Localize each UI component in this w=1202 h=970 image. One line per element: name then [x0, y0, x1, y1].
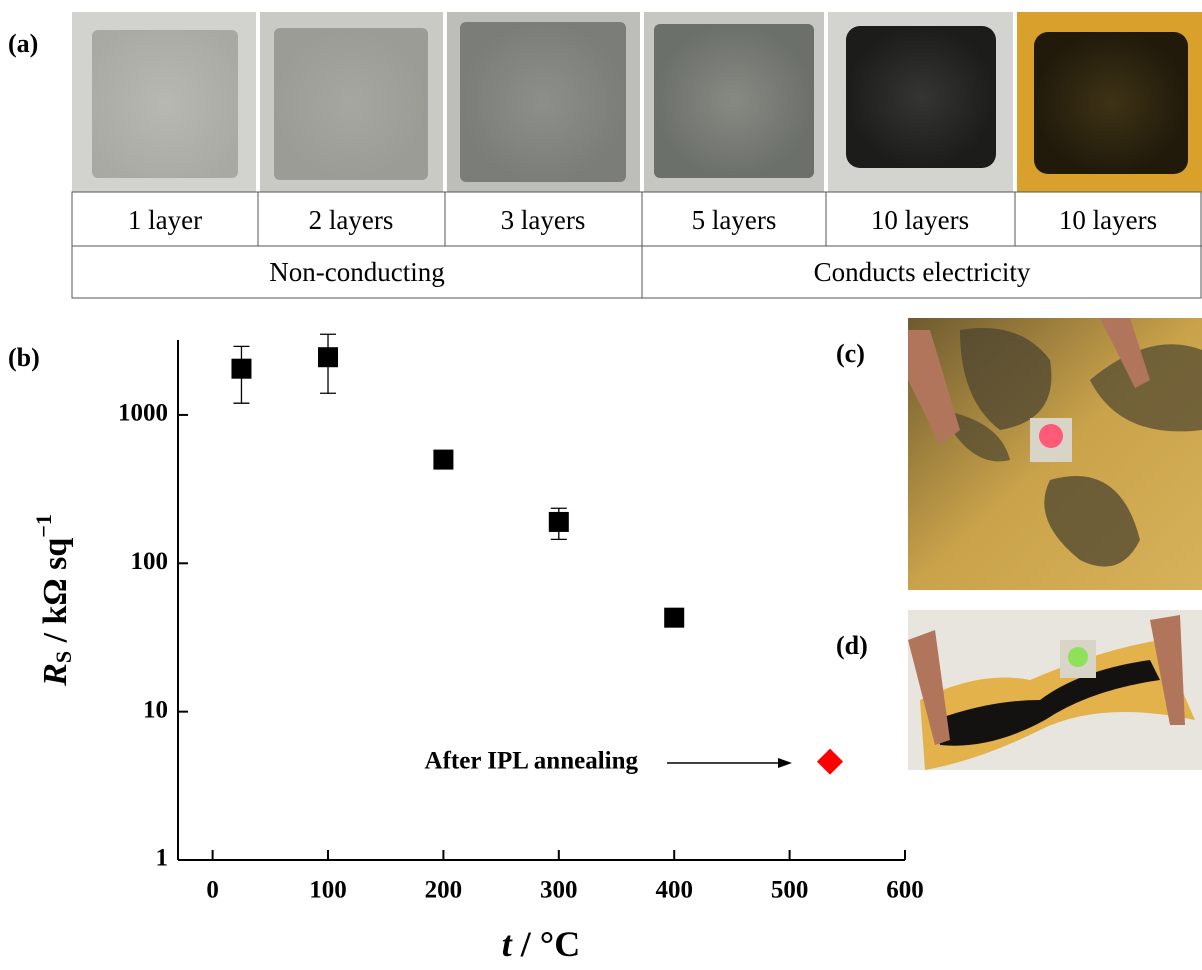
- cell-label: 1 layer: [128, 205, 202, 235]
- point: [318, 347, 338, 367]
- point: [433, 450, 453, 470]
- x-tick-label: 0: [206, 877, 219, 904]
- figure: 1 layer 2 layers 3 layers 5 layers 10 la…: [0, 0, 1202, 970]
- sample: [460, 22, 626, 182]
- point: [549, 512, 569, 532]
- panel-label: (d): [836, 631, 868, 660]
- panel-label: (c): [836, 339, 865, 368]
- panel-label: (a): [8, 29, 38, 58]
- sample: [92, 30, 238, 178]
- cell-label: 2 layers: [309, 205, 394, 235]
- group-label: Non-conducting: [269, 257, 444, 287]
- sample: [846, 26, 996, 168]
- label-part: −1: [31, 514, 56, 538]
- y-tick-label: 10: [143, 696, 168, 723]
- led-light: [1068, 647, 1088, 667]
- y-axis-label: RS / kΩ sq−1: [31, 514, 76, 687]
- photo-c: [908, 318, 1202, 590]
- label-part: R: [37, 663, 74, 687]
- point: [231, 359, 251, 379]
- x-tick-label: 300: [540, 877, 578, 904]
- y-tick-label: 100: [131, 548, 169, 575]
- panel-label: (b): [8, 343, 40, 372]
- cell-label: 5 layers: [692, 205, 777, 235]
- photo-strip: [72, 12, 1202, 192]
- x-axis-label: t / °C: [502, 924, 580, 964]
- x-tick-label: 500: [771, 877, 809, 904]
- cell-label: 3 layers: [501, 205, 586, 235]
- point: [817, 749, 843, 775]
- annotation: After IPL annealing: [425, 748, 639, 775]
- table-grid: [72, 192, 1202, 298]
- label-part: / °C: [512, 924, 580, 964]
- y-tick-label: 1: [156, 845, 169, 872]
- group-label: Conducts electricity: [814, 257, 1031, 287]
- cell-label: 10 layers: [871, 205, 969, 235]
- x-tick-label: 200: [425, 877, 463, 904]
- sample: [654, 24, 814, 178]
- y-tick-label: 1000: [118, 400, 168, 427]
- led-light: [1039, 424, 1063, 448]
- cell-label: 10 layers: [1059, 205, 1157, 235]
- photo-d: [908, 610, 1202, 770]
- sample: [274, 28, 428, 180]
- arrow-head: [778, 758, 792, 768]
- x-tick-label: 400: [655, 877, 693, 904]
- table-border: [72, 192, 1201, 298]
- point: [664, 608, 684, 628]
- x-tick-label: 100: [309, 877, 347, 904]
- sample: [1034, 32, 1188, 174]
- label-part: / kΩ sq: [37, 538, 74, 651]
- label-part: S: [51, 651, 76, 663]
- x-tick-label: 600: [886, 877, 924, 904]
